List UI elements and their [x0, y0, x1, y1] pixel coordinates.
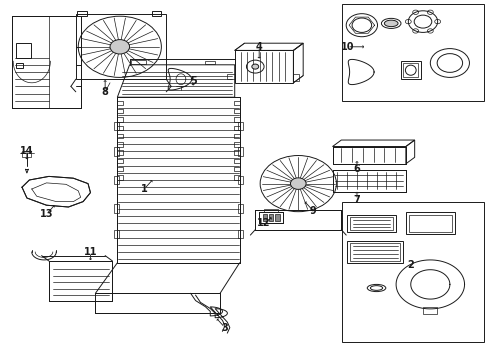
- Bar: [49, 261, 112, 301]
- Bar: [349, 217, 392, 230]
- Circle shape: [251, 64, 258, 69]
- Text: 1: 1: [141, 184, 147, 194]
- Polygon shape: [12, 16, 81, 108]
- Bar: [255, 210, 341, 230]
- Text: 4: 4: [255, 42, 262, 52]
- Bar: [114, 122, 119, 130]
- Circle shape: [110, 40, 129, 54]
- Circle shape: [412, 29, 418, 33]
- Text: 8: 8: [102, 87, 108, 97]
- Text: 12: 12: [257, 218, 270, 228]
- Polygon shape: [347, 59, 373, 85]
- Bar: [342, 202, 483, 342]
- Bar: [259, 212, 282, 223]
- Text: 13: 13: [40, 209, 53, 219]
- Circle shape: [405, 19, 410, 24]
- Bar: [332, 147, 405, 164]
- Circle shape: [290, 178, 305, 189]
- Circle shape: [427, 10, 432, 14]
- Bar: [22, 151, 31, 157]
- Text: 7: 7: [353, 195, 360, 205]
- Text: 11: 11: [83, 247, 97, 257]
- Bar: [227, 74, 234, 79]
- Bar: [403, 63, 417, 77]
- Bar: [332, 170, 405, 192]
- Text: 5: 5: [189, 76, 196, 86]
- Text: 3: 3: [221, 323, 228, 333]
- Bar: [405, 212, 454, 234]
- Bar: [255, 210, 341, 230]
- Bar: [262, 214, 266, 221]
- Bar: [275, 214, 279, 221]
- Bar: [346, 215, 395, 232]
- Circle shape: [427, 29, 432, 33]
- Bar: [114, 176, 119, 184]
- Bar: [293, 74, 299, 81]
- Bar: [205, 61, 215, 64]
- Text: 10: 10: [340, 42, 353, 52]
- Bar: [114, 230, 119, 238]
- Bar: [131, 60, 145, 64]
- Ellipse shape: [384, 20, 397, 27]
- Bar: [349, 243, 400, 261]
- Text: 14: 14: [20, 146, 34, 156]
- Circle shape: [434, 19, 440, 24]
- Polygon shape: [22, 176, 90, 207]
- Bar: [151, 11, 161, 16]
- Bar: [49, 261, 112, 301]
- Text: 9: 9: [309, 206, 316, 216]
- Bar: [16, 63, 23, 68]
- Circle shape: [412, 10, 418, 14]
- Bar: [423, 307, 436, 314]
- Bar: [234, 50, 293, 83]
- Bar: [332, 170, 405, 192]
- Bar: [268, 214, 273, 221]
- Bar: [237, 176, 242, 184]
- Bar: [16, 43, 31, 58]
- Polygon shape: [95, 293, 220, 313]
- Bar: [342, 4, 483, 101]
- Bar: [259, 212, 282, 223]
- Polygon shape: [117, 97, 239, 263]
- Bar: [408, 215, 451, 232]
- Bar: [114, 147, 119, 156]
- Bar: [237, 122, 242, 130]
- Bar: [237, 204, 242, 213]
- Bar: [237, 147, 242, 156]
- Polygon shape: [117, 65, 234, 97]
- Text: 6: 6: [353, 164, 360, 174]
- Text: 2: 2: [407, 260, 413, 270]
- Bar: [77, 11, 87, 16]
- Polygon shape: [168, 68, 191, 90]
- Ellipse shape: [381, 18, 400, 28]
- Bar: [400, 61, 420, 79]
- Bar: [264, 209, 277, 212]
- Bar: [237, 230, 242, 238]
- Bar: [332, 147, 405, 164]
- Bar: [346, 241, 403, 263]
- Bar: [114, 204, 119, 213]
